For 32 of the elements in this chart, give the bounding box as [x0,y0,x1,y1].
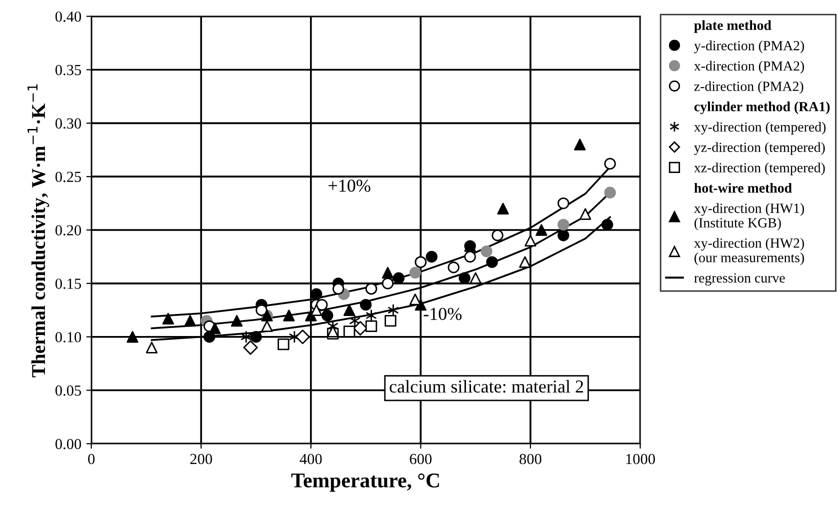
legend-label: regression curve [694,273,785,286]
x-tick-label: 400 [300,454,322,464]
x-tick-label: 800 [520,454,542,464]
legend-label: yz-direction (tempered) [694,142,825,155]
y-tick-label: 0.35 [55,64,82,76]
y-axis-title: Thermal conductivity, W·m$^{−1}$·K$^{−1}$ [28,84,50,378]
y-tick-label: 0.25 [55,172,82,182]
annotation: calcium silicate: material 2 [390,380,584,393]
x-tick-label: 0 [88,454,95,464]
legend-label: x-direction (PMA2) [694,60,804,74]
x-tick-label: 1000 [626,454,655,464]
legend-label: xy-direction (tempered) [694,122,826,135]
y-tick-label: 0.40 [55,11,82,22]
text: hot-wire method [694,182,792,193]
y-tick-label: 0.15 [55,278,82,289]
y-tick-label: 0.00 [55,438,82,450]
legend-label: z-direction (PMA2) [694,81,804,94]
y-tick-label: 0.10 [55,332,82,342]
y-tick-label: 0.05 [55,385,82,396]
y-tick-label: 0.30 [55,118,82,129]
legend-label: xz-direction (tempered) [694,162,825,176]
text: cylinder method (RA1) [694,102,830,114]
annotation: -10% [424,308,462,320]
legend-label: xy-direction (HW2) (our measurements) [694,238,804,266]
x-tick-label: 200 [190,454,212,464]
text: plate method [694,20,772,33]
annotation: +10% [328,180,370,192]
y-tick-label: 0.20 [55,225,82,236]
legend-label: y-direction (PMA2) [694,40,804,54]
x-axis-title: Temperature, °C [291,473,439,492]
legend-label: xy-direction (HW1) (Institute KGB) [694,203,804,230]
x-tick-label: 600 [410,454,432,464]
